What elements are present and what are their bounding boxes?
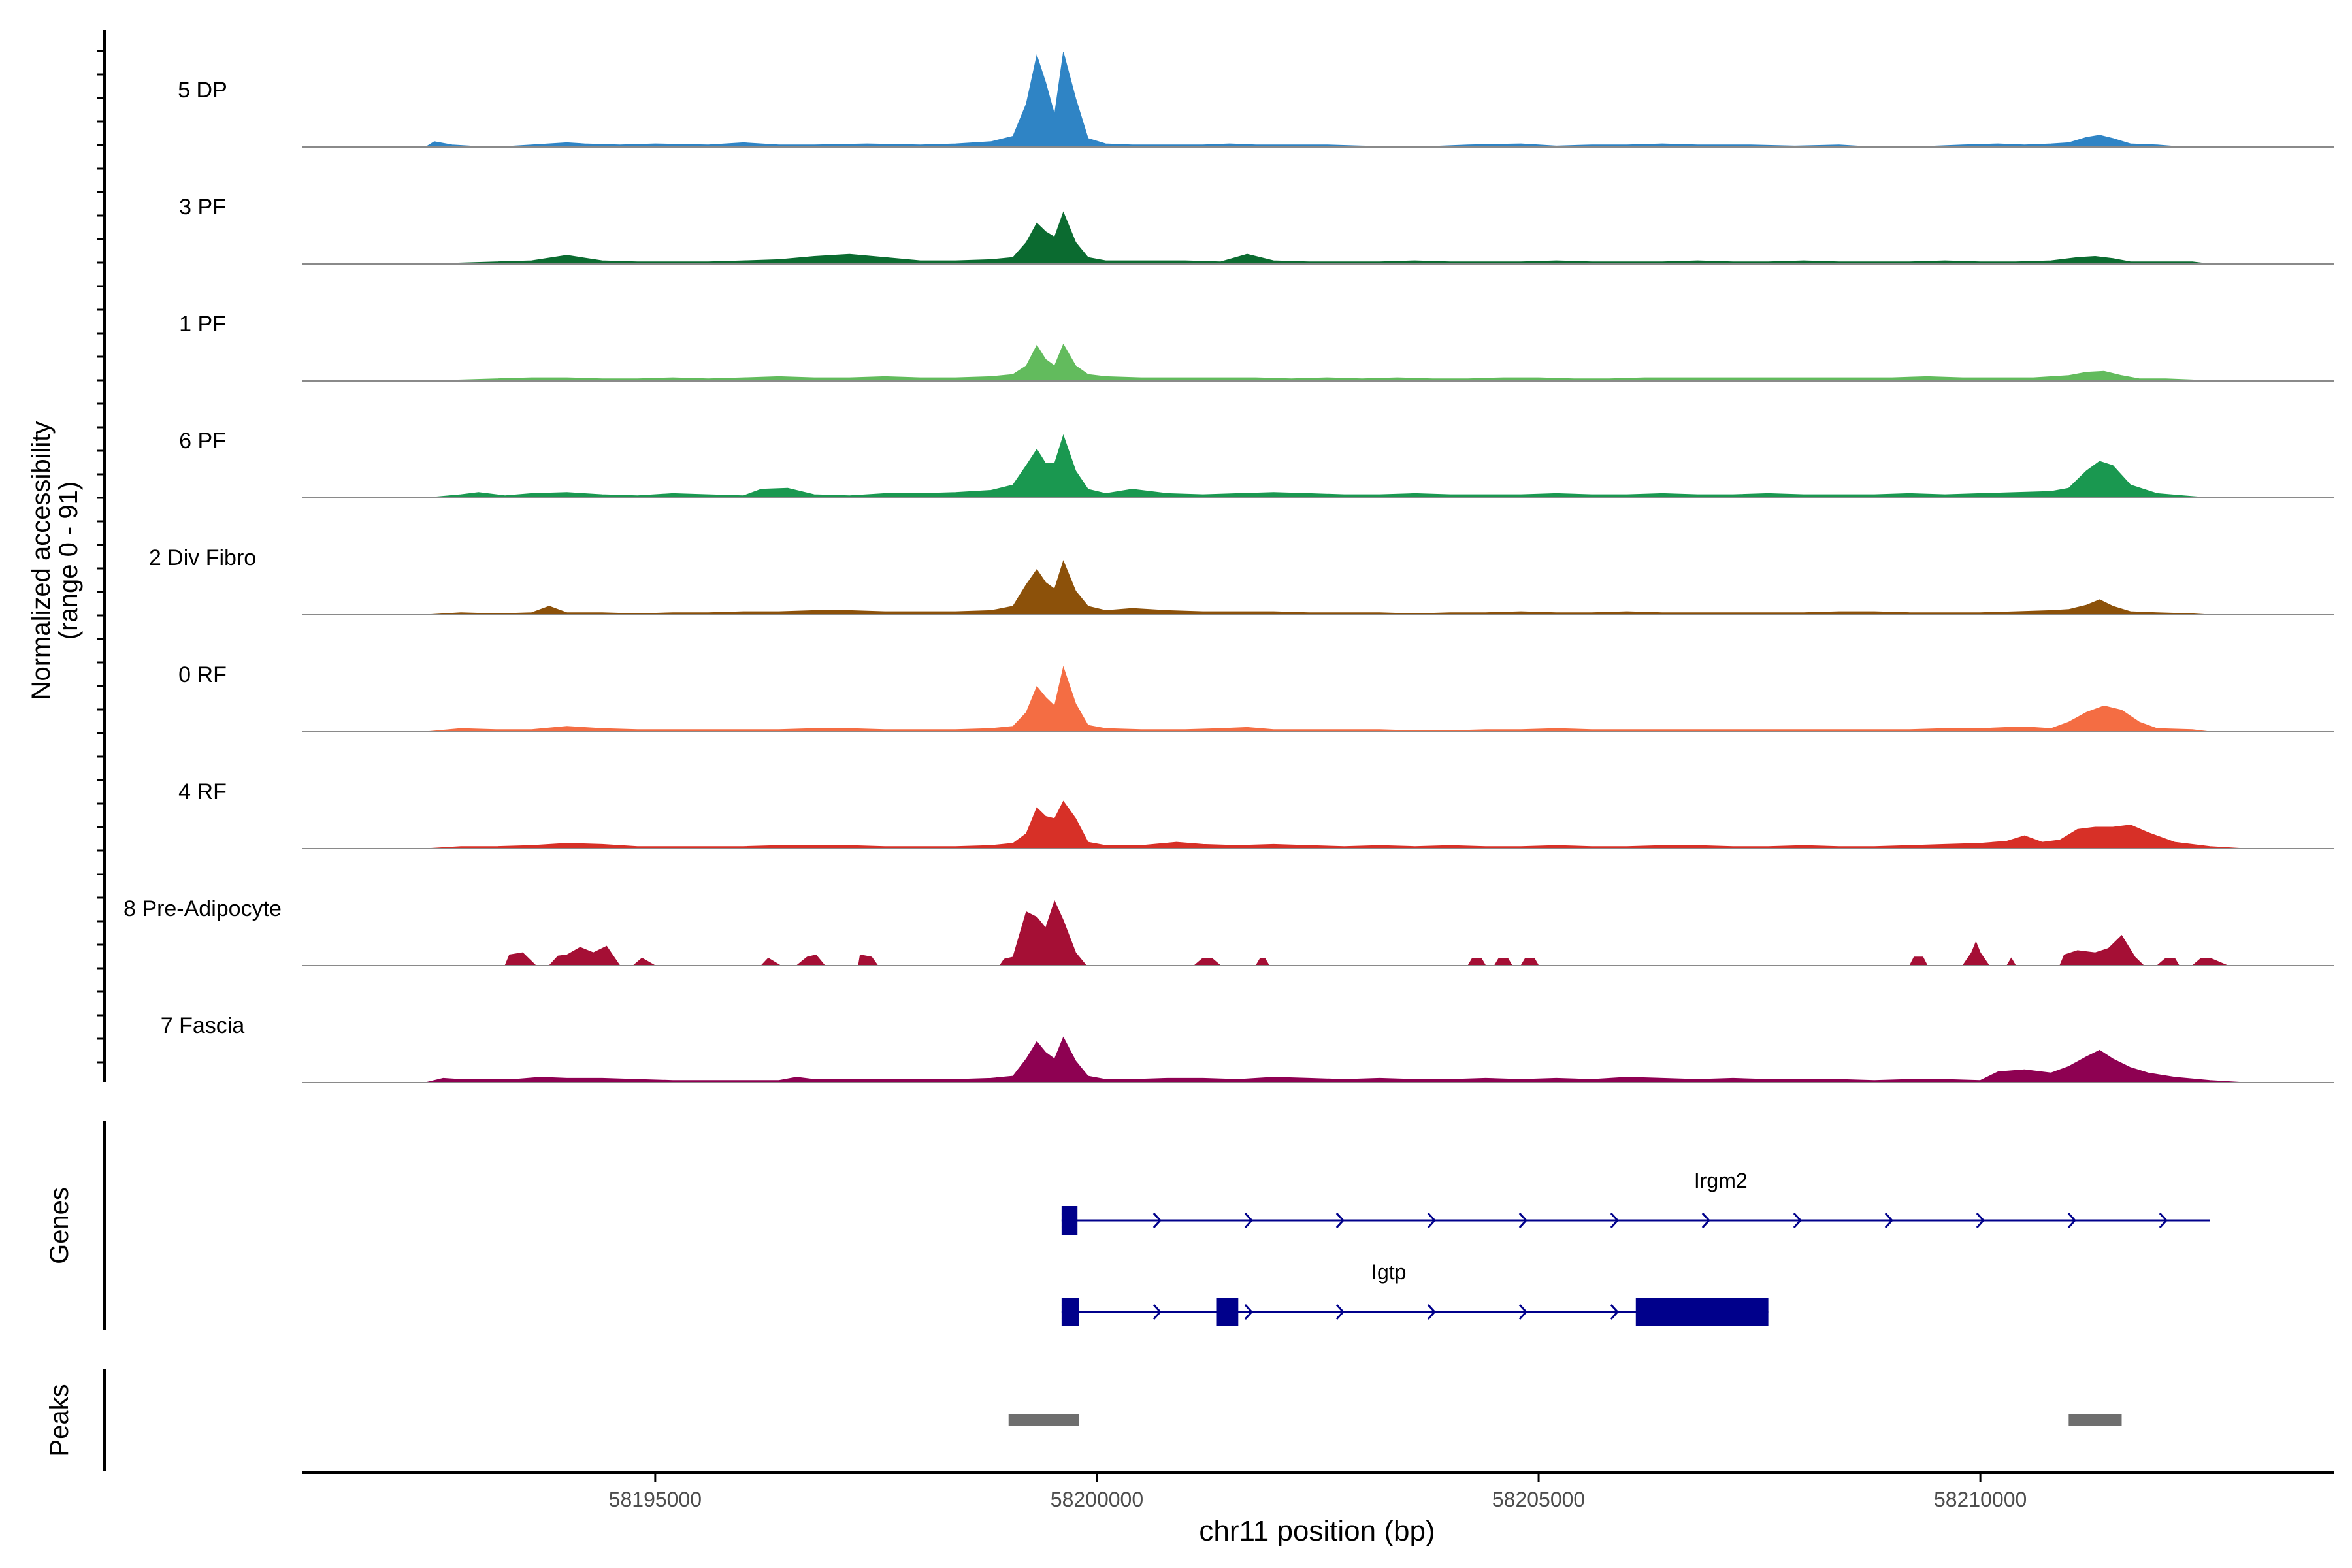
- track-label-2-div-fibro: 2 Div Fibro: [149, 546, 256, 570]
- gene-irgm2: Irgm2: [1061, 1169, 2210, 1235]
- genes-panel-label: Genes: [45, 1187, 74, 1264]
- exon: [1061, 1298, 1079, 1326]
- x-axis-ticks: 58195000 58200000 58205000 58210000: [609, 1473, 2027, 1511]
- exon: [1216, 1298, 1239, 1326]
- gene-label-irgm2: Irgm2: [1694, 1169, 1748, 1192]
- track-area-4-rf: [390, 800, 2246, 849]
- track-area-2-div-fibro: [390, 560, 2246, 615]
- strand-arrow: [1427, 1303, 1436, 1320]
- coverage-axis-ticks: [97, 50, 105, 1064]
- peaks-panel-label: Peaks: [45, 1384, 74, 1456]
- track-area-3-pf: [390, 211, 2246, 265]
- y-axis-subtitle: (range 0 - 91): [54, 482, 83, 640]
- peaks-panel: [1008, 1414, 2122, 1426]
- x-tick-label: 58195000: [609, 1488, 702, 1511]
- strand-arrow: [1518, 1303, 1527, 1320]
- peak-bar: [1008, 1414, 1079, 1426]
- strand-arrow: [1244, 1212, 1253, 1229]
- exon: [1061, 1206, 1078, 1235]
- track-4-rf: 4 RF: [178, 779, 2334, 849]
- strand-arrow: [1610, 1303, 1619, 1320]
- exon: [1635, 1298, 1769, 1326]
- strand-arrow: [1152, 1212, 1162, 1229]
- track-6-pf: 6 PF: [179, 429, 2334, 498]
- strand-arrow: [1244, 1303, 1253, 1320]
- strand-arrow: [2067, 1212, 2076, 1229]
- strand-arrow: [1793, 1212, 1802, 1229]
- strand-arrow: [1335, 1212, 1345, 1229]
- x-tick-label: 58205000: [1492, 1488, 1585, 1511]
- track-label-1-pf: 1 PF: [179, 312, 226, 336]
- track-area-8-pre-adipocyte: [390, 900, 2228, 966]
- x-axis-title: chr11 position (bp): [1199, 1515, 1435, 1547]
- track-label-0-rf: 0 RF: [178, 662, 227, 687]
- peak-bar: [2068, 1414, 2122, 1426]
- track-3-pf: 3 PF: [179, 195, 2334, 265]
- track-0-rf: 0 RF: [178, 662, 2334, 732]
- track-8-pre-adipocyte: 8 Pre-Adipocyte: [123, 896, 2334, 966]
- strand-arrow: [1610, 1212, 1619, 1229]
- coverage-tracks: 5 DP 3 PF 1 PF 6 PF 2 Div Fibro 0 RF 4 RF 8 Pre…: [123, 52, 2334, 1083]
- strand-arrow: [1518, 1212, 1527, 1229]
- track-label-4-rf: 4 RF: [178, 779, 227, 804]
- track-label-8-pre-adipocyte: 8 Pre-Adipocyte: [123, 896, 282, 921]
- track-area-1-pf: [390, 343, 2246, 382]
- strand-arrow: [1427, 1212, 1436, 1229]
- strand-arrow: [1335, 1303, 1345, 1320]
- genes-panel: Irgm2 Igtp: [1061, 1169, 2210, 1326]
- gene-igtp: Igtp: [1061, 1260, 1769, 1326]
- strand-arrow: [2159, 1212, 2168, 1229]
- track-7-fascia: 7 Fascia: [161, 1013, 2334, 1083]
- track-area-0-rf: [390, 666, 2246, 732]
- track-5-dp: 5 DP: [178, 52, 2334, 148]
- gene-label-igtp: Igtp: [1371, 1260, 1406, 1284]
- x-tick-label: 58210000: [1934, 1488, 2027, 1511]
- track-area-7-fascia: [390, 1036, 2246, 1083]
- track-2-div-fibro: 2 Div Fibro: [149, 546, 2334, 615]
- track-label-3-pf: 3 PF: [179, 195, 226, 220]
- track-area-6-pf: [390, 434, 2246, 498]
- x-tick-label: 58200000: [1051, 1488, 1143, 1511]
- track-label-7-fascia: 7 Fascia: [161, 1013, 245, 1038]
- track-label-5-dp: 5 DP: [178, 78, 227, 103]
- strand-arrow: [1976, 1212, 1985, 1229]
- strand-arrow: [1152, 1303, 1162, 1320]
- strand-arrow: [1701, 1212, 1710, 1229]
- track-1-pf: 1 PF: [179, 312, 2334, 382]
- y-axis-title: Normalized accessibility: [27, 421, 56, 700]
- track-label-6-pf: 6 PF: [179, 429, 226, 453]
- strand-arrow: [1884, 1212, 1893, 1229]
- track-area-5-dp: [390, 52, 2246, 148]
